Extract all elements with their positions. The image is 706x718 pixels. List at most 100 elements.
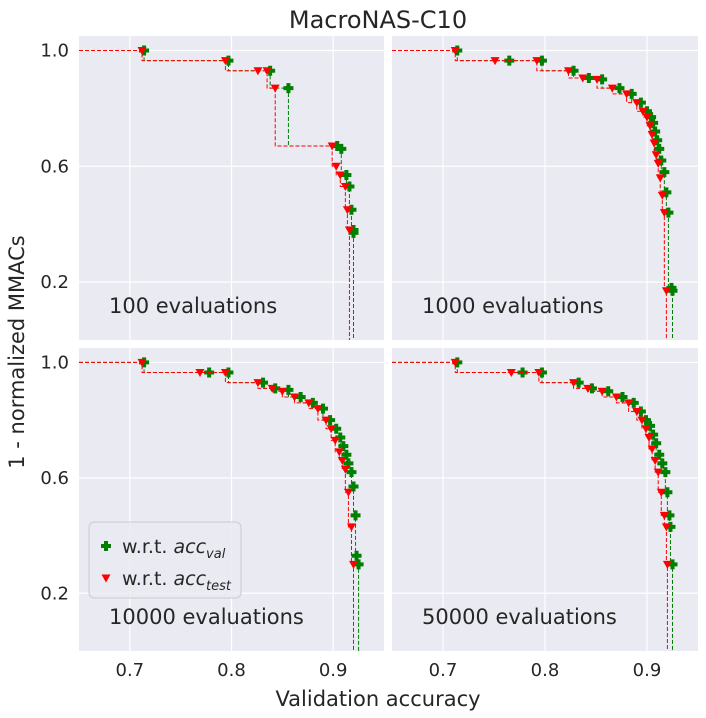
x-tick-label: 0.9 — [319, 660, 348, 681]
panel-100: 1.0 0.6 0.2 100 evaluations — [40, 36, 384, 340]
point-test — [661, 523, 671, 532]
figure-title: MacroNAS-C10 — [289, 6, 467, 34]
evaluations-label: 100 evaluations — [109, 294, 277, 318]
x-tick-label: 0.8 — [531, 660, 560, 681]
y-tick-label: 0.6 — [40, 156, 69, 177]
point-test — [647, 130, 657, 139]
legend-subscript: test — [206, 579, 232, 594]
legend-symbol: acc — [173, 568, 206, 590]
point-val — [654, 449, 665, 460]
point-test — [304, 399, 314, 408]
point-val — [664, 510, 675, 521]
legend-prefix: w.r.t. — [122, 568, 173, 590]
point-test — [651, 151, 661, 160]
point-val — [283, 83, 294, 94]
point-test — [638, 107, 648, 116]
point-test — [662, 560, 672, 569]
point-test — [649, 139, 659, 148]
x-axis-label: Validation accuracy — [275, 687, 480, 711]
y-tick-label: 0.6 — [40, 468, 69, 489]
point-test — [611, 393, 621, 402]
point-test — [313, 405, 323, 414]
y-tick-label: 1.0 — [40, 40, 69, 61]
point-test — [277, 387, 287, 396]
point-test — [343, 488, 353, 497]
point-test — [331, 162, 341, 171]
x-tick-label: 0.9 — [633, 660, 662, 681]
point-val — [338, 441, 349, 452]
point-test — [607, 84, 617, 93]
point-test — [624, 399, 634, 408]
point-test — [334, 448, 344, 457]
point-test — [253, 67, 263, 76]
legend-prefix: w.r.t. — [122, 536, 173, 558]
point-test — [340, 465, 350, 474]
point-val — [336, 143, 347, 154]
point-test — [137, 358, 147, 367]
point-test — [563, 67, 573, 76]
point-test — [195, 369, 205, 378]
point-val — [223, 367, 234, 378]
point-test — [349, 560, 358, 569]
legend-marker-test — [101, 574, 111, 583]
point-val — [626, 88, 637, 99]
point-test — [340, 183, 350, 192]
point-val — [346, 204, 357, 215]
point-val — [586, 383, 597, 394]
legend-marker-val — [101, 541, 111, 551]
y-axis-label: 1 - normalized MMACs — [5, 235, 29, 469]
legend-symbol: acc — [173, 536, 206, 558]
point-test — [647, 445, 657, 454]
point-test — [137, 46, 147, 55]
point-val — [307, 397, 318, 408]
legend-box — [88, 521, 242, 599]
point-val — [659, 167, 670, 178]
point-test — [337, 457, 347, 466]
point-test — [641, 425, 651, 434]
point-test — [657, 191, 667, 200]
front-step-line-val — [79, 49, 354, 340]
point-test — [659, 511, 669, 520]
point-val — [635, 97, 646, 108]
point-val — [283, 384, 294, 395]
point-val — [331, 423, 342, 434]
point-val — [351, 550, 362, 561]
point-val — [667, 559, 678, 570]
point-val — [348, 481, 359, 492]
point-val — [651, 438, 662, 449]
x-tick-label: 0.8 — [217, 660, 246, 681]
point-test — [220, 57, 230, 66]
point-test — [344, 226, 354, 235]
point-val — [265, 65, 276, 76]
point-test — [267, 384, 277, 393]
point-test — [335, 171, 345, 180]
point-val — [536, 367, 547, 378]
point-test — [326, 425, 336, 434]
point-val — [573, 377, 584, 388]
point-test — [592, 75, 602, 84]
point-val — [597, 74, 608, 85]
point-test — [644, 433, 654, 442]
y-tick-label: 0.2 — [40, 272, 69, 293]
point-test — [270, 84, 280, 93]
point-test — [659, 209, 669, 218]
point-val — [341, 169, 352, 180]
point-val — [318, 403, 328, 414]
point-val — [617, 392, 628, 403]
point-val — [663, 207, 674, 218]
point-val — [583, 72, 594, 83]
point-val — [348, 227, 359, 238]
point-test — [490, 57, 500, 66]
point-val — [568, 65, 579, 76]
point-test — [327, 142, 337, 151]
point-test — [534, 369, 544, 378]
point-val — [662, 487, 673, 498]
point-val — [665, 521, 676, 532]
panel-1000: 1000 evaluations — [392, 36, 698, 340]
legend-label-test: w.r.t. acctest — [122, 568, 232, 594]
point-val — [350, 510, 361, 521]
point-val — [635, 406, 646, 417]
point-val — [614, 83, 625, 94]
